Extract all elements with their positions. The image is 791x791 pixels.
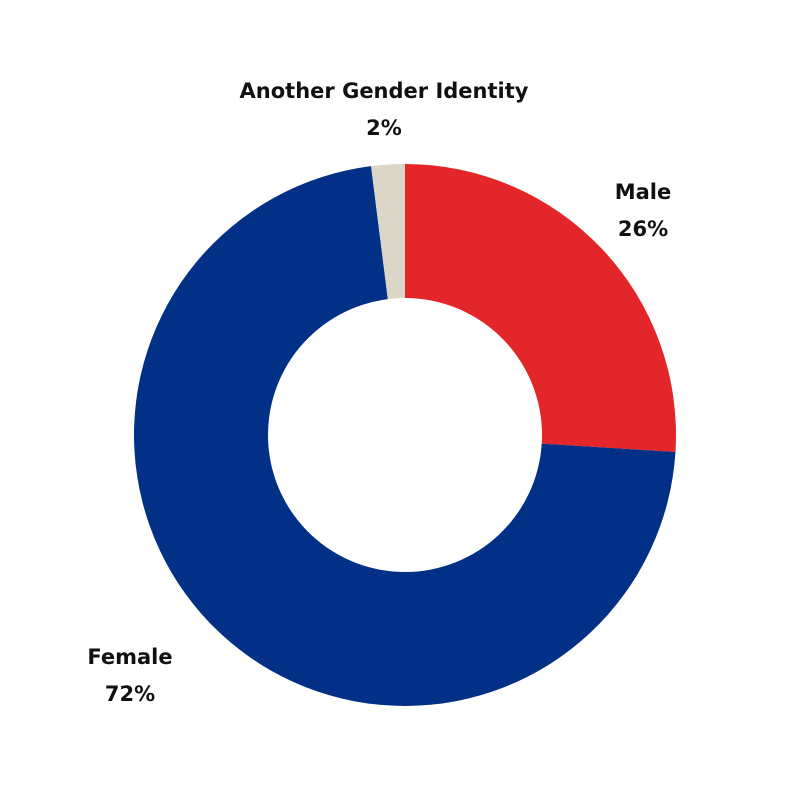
donut-slice — [405, 164, 676, 453]
slice-value-label: 72% — [105, 682, 155, 706]
slice-label: Male — [615, 180, 672, 204]
slice-label: Another Gender Identity — [240, 79, 529, 103]
donut-slice — [134, 166, 676, 707]
slice-value-label: 2% — [366, 116, 402, 140]
slice-value-label: 26% — [618, 217, 668, 241]
slice-label: Female — [87, 645, 172, 669]
donut-slice — [371, 164, 405, 300]
